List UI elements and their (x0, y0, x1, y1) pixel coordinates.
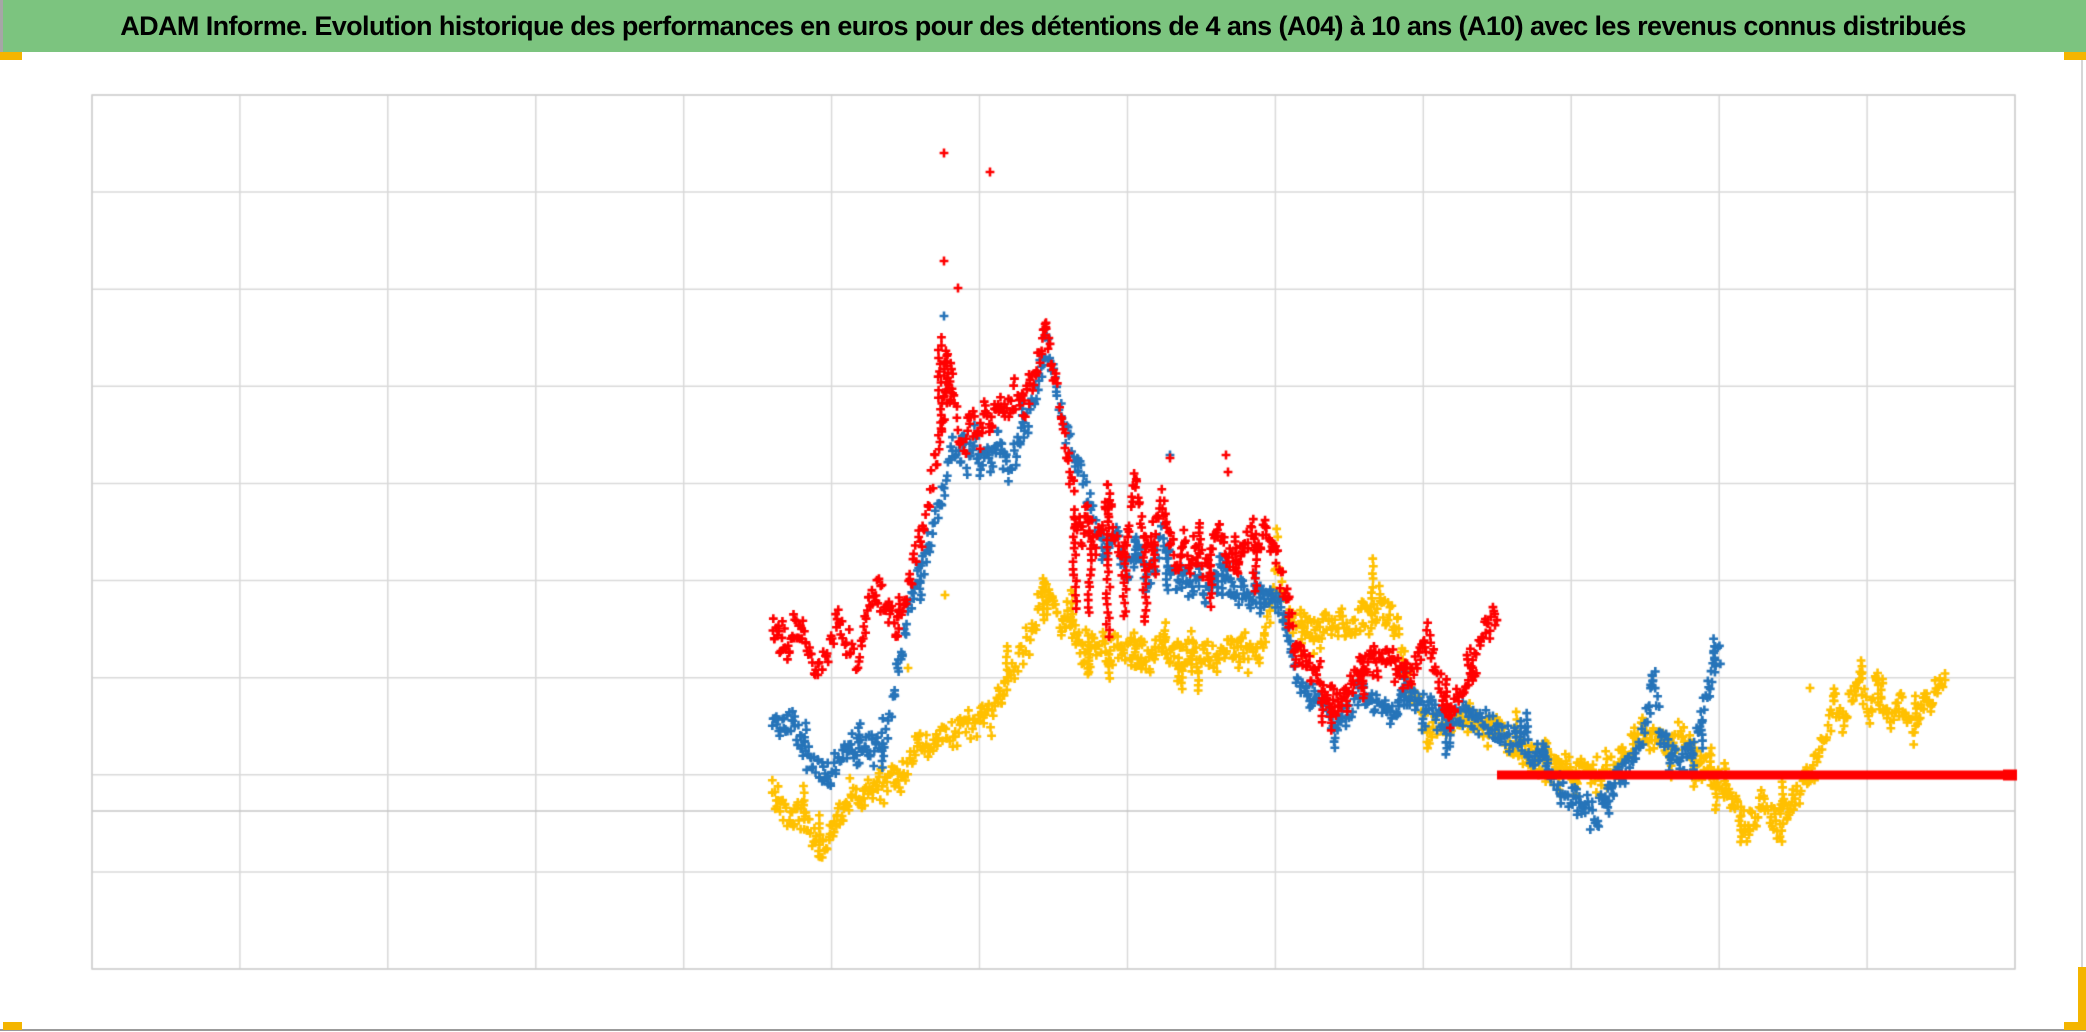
crop-handle-bottom-left[interactable] (3, 1022, 22, 1030)
window-left-edge (0, 0, 3, 52)
window-right-edge (2081, 52, 2083, 1030)
crop-handle-bottom-right-horizontal[interactable] (2064, 1022, 2086, 1030)
crop-handle-top-left[interactable] (0, 52, 22, 60)
crop-handle-bottom-right-vertical[interactable] (2078, 967, 2086, 1030)
window-bottom-edge (0, 1029, 2086, 1031)
crop-handle-top-right[interactable] (2064, 52, 2086, 60)
